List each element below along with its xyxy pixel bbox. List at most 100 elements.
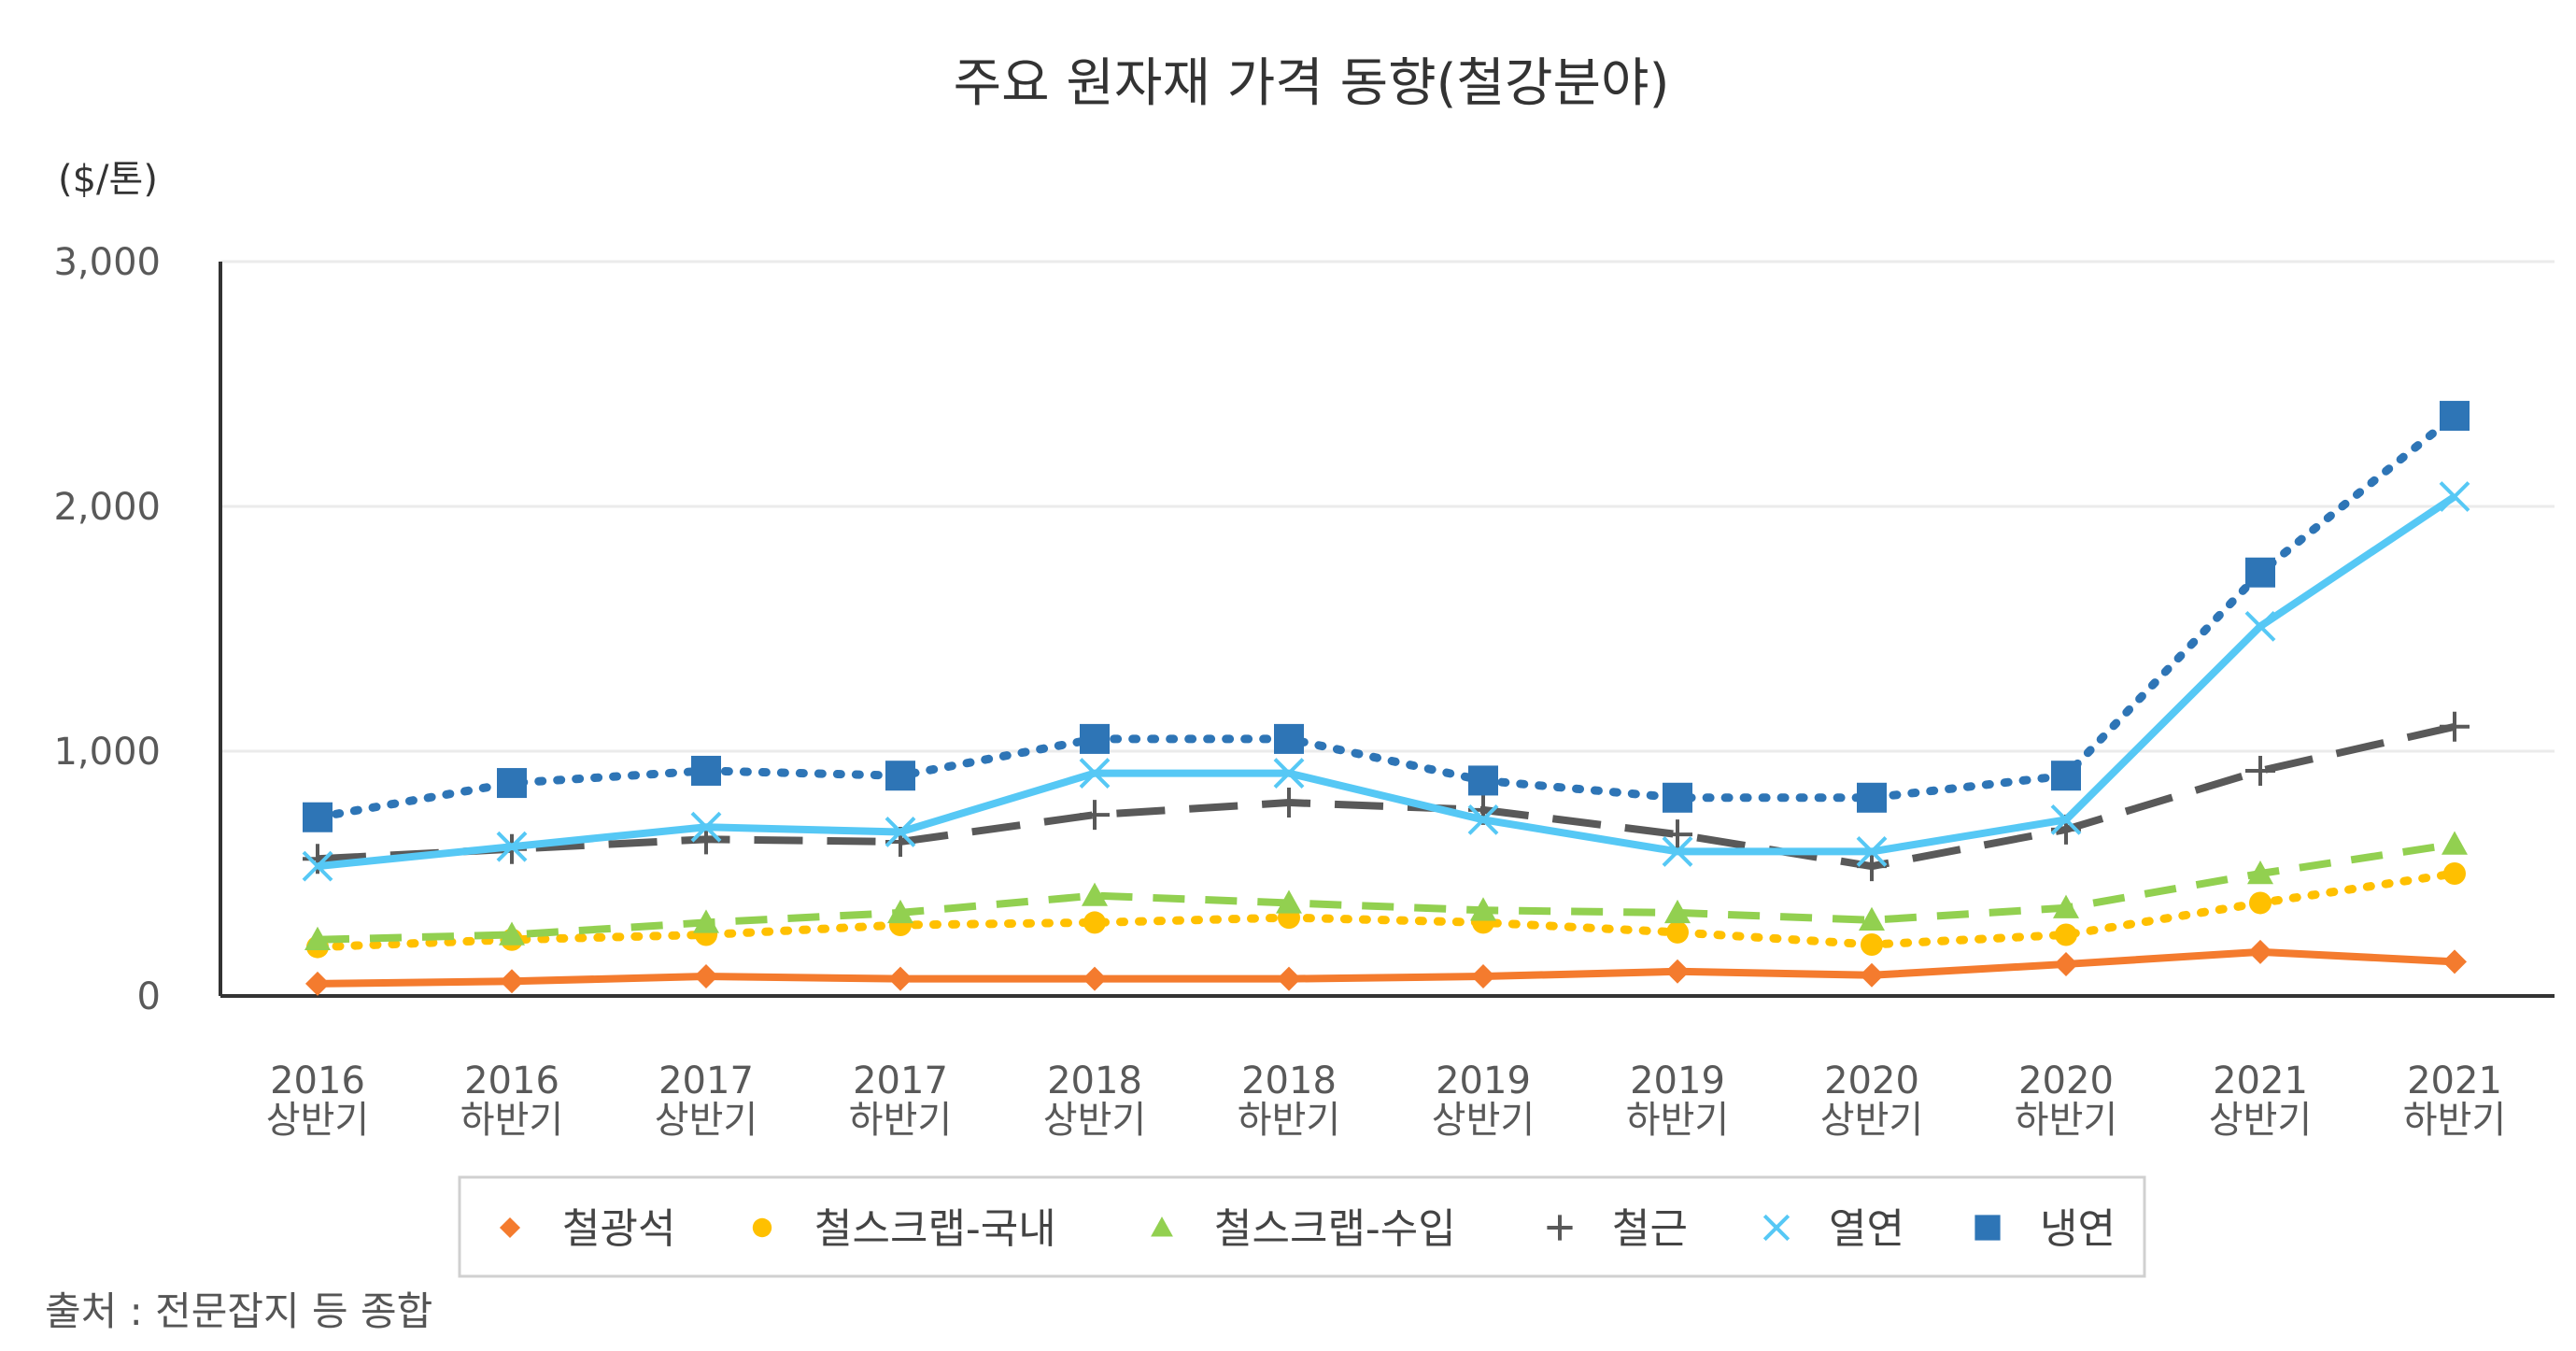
x-tick-label-half: 상반기 [655, 1099, 757, 1142]
data-point [888, 966, 913, 991]
x-tick-label-half: 상반기 [1043, 1099, 1146, 1142]
y-tick-label: 3,000 [53, 241, 161, 284]
chart-title: 주요 원자재 가격 동향(철강분야) [954, 53, 1670, 114]
series-line [317, 493, 2457, 871]
x-tick-label-year: 2018 [1047, 1059, 1142, 1102]
data-point [1274, 788, 1304, 818]
series-1 [305, 939, 2467, 996]
x-tick-label-half: 하반기 [2403, 1099, 2506, 1142]
data-point [694, 964, 718, 989]
x-tick-label-year: 2019 [1436, 1059, 1531, 1102]
data-point [1468, 765, 1498, 796]
data-point [885, 817, 916, 847]
data-point [2245, 557, 2275, 588]
data-point [2440, 401, 2470, 432]
data-point [2050, 803, 2082, 835]
data-point [693, 909, 719, 933]
data-point [1662, 836, 1693, 867]
data-point [1277, 966, 1301, 991]
x-tick-label-half: 하반기 [460, 1099, 563, 1142]
series-line [317, 722, 2456, 871]
data-point [1471, 964, 1495, 989]
y-axis-ticks: 0 1,000 2,000 3,000 [53, 241, 161, 1018]
x-tick-label-year: 2020 [1824, 1059, 1919, 1102]
data-point [1663, 782, 1692, 813]
data-point [2054, 951, 2078, 976]
legend-marker [499, 1216, 521, 1239]
data-point [1083, 911, 1106, 934]
data-point [1467, 803, 1499, 835]
y-tick-label: 0 [137, 975, 161, 1018]
series-line [313, 411, 2459, 822]
x-tick-label-half: 상반기 [266, 1099, 369, 1142]
series-line [313, 869, 2459, 952]
data-point [2053, 894, 2079, 918]
x-tick-label-year: 2017 [658, 1059, 754, 1102]
y-axis-unit-label: ($/톤) [58, 158, 158, 201]
x-axis-ticks: 2016상반기2016하반기2017상반기2017하반기2018상반기2018하… [266, 1059, 2506, 1142]
legend-marker [1762, 1214, 1790, 1242]
data-point [1856, 836, 1888, 867]
data-point [500, 969, 524, 994]
data-point [1082, 882, 1108, 906]
data-point [1079, 758, 1111, 789]
legend-marker [1974, 1215, 2001, 1241]
data-point [303, 802, 333, 832]
legend-label: 열연 [1829, 1205, 1904, 1253]
series-6 [303, 401, 2470, 832]
y-tick-label: 1,000 [53, 731, 161, 774]
data-point [690, 811, 722, 843]
data-point [885, 761, 915, 791]
legend-label: 철근 [1612, 1205, 1688, 1253]
data-point [1080, 800, 1110, 831]
gridlines [220, 260, 2555, 753]
x-tick-label-year: 2019 [1630, 1059, 1725, 1102]
data-point [304, 926, 331, 950]
x-tick-label-half: 하반기 [1626, 1099, 1729, 1142]
series-3 [304, 831, 2468, 950]
data-point [496, 831, 528, 862]
series-5 [302, 481, 2470, 882]
data-point [691, 755, 721, 786]
series-lines [302, 401, 2470, 996]
data-point [302, 850, 333, 882]
data-point [1080, 723, 1110, 754]
data-point [2247, 860, 2273, 885]
data-point [1666, 920, 1689, 944]
x-tick-label-half: 상반기 [1432, 1099, 1535, 1142]
data-point [2248, 939, 2272, 964]
data-point [499, 921, 525, 946]
data-point [1664, 899, 1691, 924]
data-point [2440, 711, 2470, 742]
data-point [1273, 758, 1305, 789]
data-point [2245, 755, 2275, 786]
x-tick-label-half: 하반기 [2015, 1099, 2117, 1142]
x-tick-label-half: 하반기 [1238, 1099, 1340, 1142]
x-tick-label-year: 2017 [853, 1059, 948, 1102]
x-tick-label-half: 하반기 [849, 1099, 952, 1142]
data-point [2439, 481, 2470, 512]
x-tick-label-half: 상반기 [2209, 1099, 2312, 1142]
data-point [1859, 906, 1885, 931]
y-tick-label: 2,000 [53, 486, 161, 529]
data-point [305, 971, 330, 996]
data-point [2249, 891, 2272, 915]
legend-label: 철스크랩-국내 [814, 1205, 1056, 1253]
x-tick-label-year: 2021 [2213, 1059, 2308, 1102]
legend-label: 철스크랩-수입 [1214, 1205, 1456, 1253]
x-tick-label-year: 2016 [464, 1059, 559, 1102]
legend-marker [1547, 1215, 1573, 1241]
data-point [2442, 949, 2467, 974]
data-point [2443, 862, 2466, 885]
legend-marker [752, 1217, 772, 1238]
series-line [317, 840, 2456, 944]
legend-box [458, 1175, 2146, 1278]
data-point [1470, 897, 1496, 921]
source-note: 출처 : 전문잡지 등 종합 [45, 1288, 432, 1334]
data-point [1276, 889, 1302, 914]
x-tick-label-year: 2016 [270, 1059, 365, 1102]
data-point [1083, 966, 1107, 991]
data-point [1857, 851, 1887, 882]
